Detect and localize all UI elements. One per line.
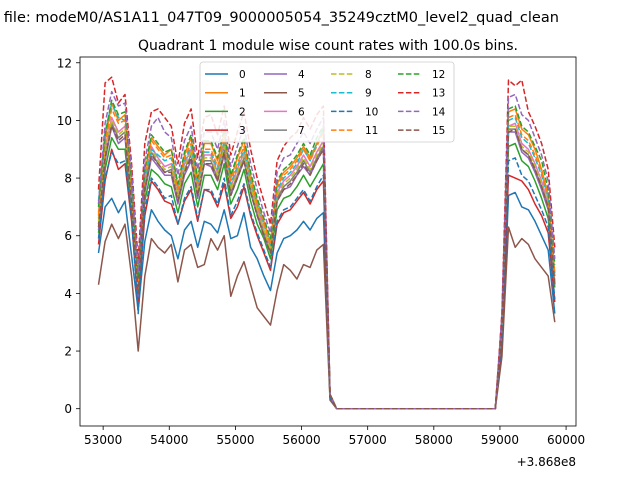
x-tick-label: 60000 bbox=[547, 433, 585, 447]
legend-label: 6 bbox=[298, 106, 305, 118]
y-tick-label: 8 bbox=[64, 172, 72, 186]
legend-label: 15 bbox=[432, 125, 445, 137]
legend-label: 5 bbox=[298, 88, 305, 100]
legend-label: 10 bbox=[365, 106, 378, 118]
x-tick-label: 57000 bbox=[349, 433, 387, 447]
legend-label: 9 bbox=[365, 88, 372, 100]
y-axis: 0 2 4 6 8 10 12 bbox=[57, 56, 80, 416]
legend-entry-13: 13 bbox=[398, 88, 445, 100]
legend-label: 8 bbox=[365, 69, 372, 81]
legend-entry-3: 3 bbox=[205, 125, 246, 137]
x-tick-label: 54000 bbox=[150, 433, 188, 447]
legend-label: 0 bbox=[239, 69, 246, 81]
legend-label: 12 bbox=[432, 69, 445, 81]
legend-entry-10: 10 bbox=[331, 106, 378, 118]
series-line-9 bbox=[97, 102, 556, 410]
x-tick-label: 53000 bbox=[84, 433, 122, 447]
figure-suptitle: n file: modeM0/AS1A11_047T09_9000005054_… bbox=[0, 10, 559, 26]
plot-frame bbox=[79, 56, 577, 427]
legend-entry-14: 14 bbox=[398, 106, 446, 118]
legend-entry-2: 2 bbox=[205, 106, 246, 118]
series-layer bbox=[97, 76, 556, 410]
x-tick-label: 55000 bbox=[216, 433, 254, 447]
legend-label: 4 bbox=[298, 69, 305, 81]
legend-box bbox=[199, 61, 455, 143]
y-tick-label: 6 bbox=[64, 229, 72, 243]
legend-entry-6: 6 bbox=[264, 106, 305, 118]
y-tick-label: 10 bbox=[57, 114, 72, 128]
legend-label: 1 bbox=[239, 88, 246, 100]
x-tick-label: 58000 bbox=[415, 433, 453, 447]
y-tick-label: 2 bbox=[64, 345, 72, 359]
series-line-15 bbox=[97, 125, 556, 410]
legend-entry-4: 4 bbox=[264, 69, 305, 81]
legend-label: 2 bbox=[239, 106, 246, 118]
legend-entry-8: 8 bbox=[331, 69, 372, 81]
legend-entry-9: 9 bbox=[331, 88, 372, 100]
legend-entry-11: 11 bbox=[331, 125, 378, 137]
legend-entry-1: 1 bbox=[205, 88, 246, 100]
legend-entry-0: 0 bbox=[205, 69, 246, 81]
x-tick-label: 59000 bbox=[481, 433, 519, 447]
series-line-5 bbox=[97, 223, 556, 410]
y-tick-label: 0 bbox=[64, 402, 72, 416]
x-axis: 53000 54000 55000 56000 57000 58000 59000 60000 bbox=[84, 426, 585, 447]
legend-label: 14 bbox=[432, 106, 446, 118]
legend-entry-15: 15 bbox=[398, 125, 445, 137]
legend-label: 3 bbox=[239, 125, 246, 137]
y-tick-label: 4 bbox=[64, 287, 72, 301]
legend-label: 7 bbox=[298, 125, 305, 137]
legend-label: 13 bbox=[432, 88, 445, 100]
x-tick-label: 56000 bbox=[282, 433, 320, 447]
legend-label: 11 bbox=[365, 125, 378, 137]
legend-entry-7: 7 bbox=[264, 125, 305, 137]
chart-title: Quadrant 1 module wise count rates with … bbox=[138, 38, 518, 54]
legend-entry-5: 5 bbox=[264, 88, 305, 100]
x-axis-offset-label: +3.868e8 bbox=[517, 455, 576, 469]
y-tick-label: 12 bbox=[57, 56, 72, 70]
legend-entry-12: 12 bbox=[398, 69, 445, 81]
series-line-12 bbox=[97, 99, 556, 410]
